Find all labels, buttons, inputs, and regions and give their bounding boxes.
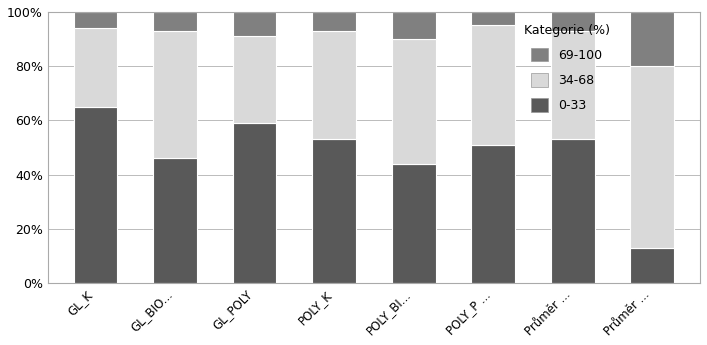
Bar [631,66,674,248]
Bar [233,12,276,36]
Bar [312,31,356,139]
Bar [392,12,436,39]
Bar [312,139,356,283]
Bar [472,26,515,145]
Bar [233,36,276,123]
Bar [312,12,356,31]
Bar [392,164,436,283]
Legend: 69-100, 34-68, 0-33: 69-100, 34-68, 0-33 [524,23,609,112]
Bar [472,145,515,283]
Bar [153,12,197,31]
Bar [153,31,197,158]
Bar [74,12,117,28]
Bar [551,31,595,139]
Bar [551,139,595,283]
Bar [631,248,674,283]
Bar [551,12,595,31]
Bar [392,39,436,164]
Bar [74,107,117,283]
Bar [74,28,117,107]
Bar [631,12,674,66]
Bar [472,12,515,26]
Bar [153,158,197,283]
Bar [233,123,276,283]
